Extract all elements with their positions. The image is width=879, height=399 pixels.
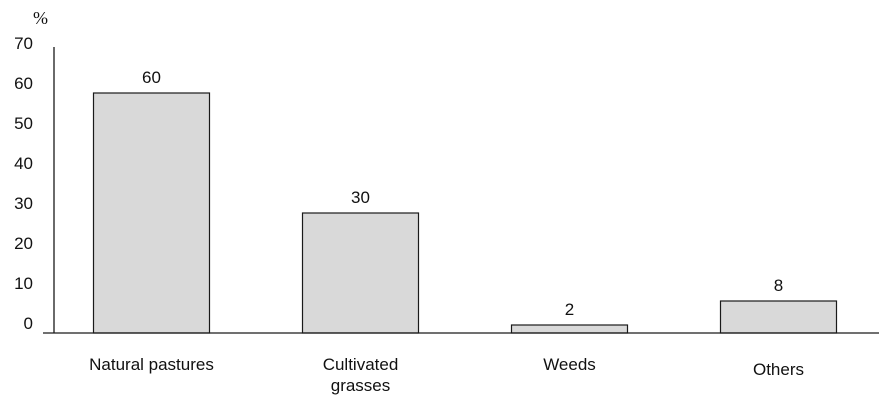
bar-value-label: 30	[351, 188, 370, 207]
category-label: Natural pastures	[89, 355, 214, 374]
y-tick-label: 60	[14, 74, 33, 93]
bar	[510, 324, 629, 334]
bar-value-label: 60	[142, 68, 161, 87]
category-labels: Natural pastures Cultivated grasses Weeds Ot…	[89, 355, 804, 395]
bar-value-label: 8	[774, 276, 783, 295]
bars	[92, 92, 838, 334]
bar-value-label: 2	[565, 300, 574, 319]
y-tick-label: 20	[14, 234, 33, 253]
y-tick-label: 30	[14, 194, 33, 213]
y-tick-label: 10	[14, 274, 33, 293]
category-label: grasses	[331, 376, 391, 395]
y-axis-ticks: 0 10 20 30 40 50 60 70	[14, 34, 33, 333]
y-tick-label: 50	[14, 114, 33, 133]
y-tick-label: 0	[24, 314, 33, 333]
y-axis-unit-label: %	[33, 8, 48, 28]
y-tick-label: 40	[14, 154, 33, 173]
category-label: Weeds	[543, 355, 596, 374]
bar	[301, 212, 420, 334]
bar	[719, 300, 838, 334]
category-label: Cultivated	[323, 355, 399, 374]
bar-value-labels: 60 30 2 8	[142, 68, 783, 319]
y-tick-label: 70	[14, 34, 33, 53]
category-label: Others	[753, 360, 804, 379]
bar	[92, 92, 211, 334]
